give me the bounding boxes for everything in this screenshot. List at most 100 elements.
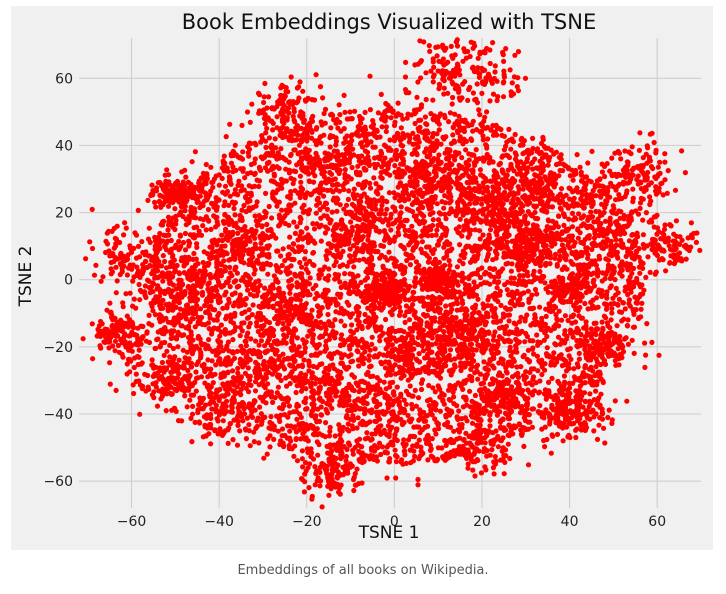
scatter-point <box>393 258 399 264</box>
scatter-point <box>319 305 325 311</box>
scatter-point <box>362 406 368 412</box>
scatter-point <box>428 453 434 459</box>
scatter-point <box>347 253 353 259</box>
scatter-point <box>318 412 325 418</box>
scatter-point <box>305 426 311 432</box>
scatter-point <box>246 401 252 407</box>
scatter-point <box>434 458 440 464</box>
scatter-point <box>196 228 202 234</box>
scatter-point <box>613 285 619 291</box>
scatter-point <box>504 338 510 344</box>
scatter-point <box>548 362 554 368</box>
scatter-point <box>222 183 229 189</box>
scatter-point <box>358 279 364 286</box>
scatter-point <box>378 252 385 258</box>
scatter-point <box>595 326 601 332</box>
scatter-point <box>165 214 172 220</box>
scatter-point <box>493 428 499 434</box>
scatter-point <box>405 111 411 117</box>
scatter-point <box>346 302 352 308</box>
scatter-point <box>286 222 292 228</box>
scatter-point <box>446 200 453 206</box>
scatter-point <box>544 333 550 340</box>
scatter-point <box>520 373 527 379</box>
scatter-point <box>410 289 416 295</box>
scatter-point <box>397 304 403 310</box>
scatter-point <box>535 342 541 348</box>
scatter-point <box>459 233 465 239</box>
scatter-point <box>381 228 388 234</box>
scatter-point <box>336 380 342 386</box>
scatter-point <box>275 150 281 156</box>
scatter-point <box>221 203 227 209</box>
scatter-point <box>305 239 311 246</box>
scatter-point <box>605 323 611 329</box>
scatter-point <box>355 163 361 169</box>
scatter-point <box>582 300 588 307</box>
scatter-point <box>302 150 308 156</box>
scatter-point <box>434 227 440 233</box>
scatter-point <box>418 448 424 454</box>
scatter-point <box>276 223 282 229</box>
scatter-point <box>547 154 553 161</box>
scatter-point <box>360 185 366 191</box>
scatter-point <box>367 202 373 208</box>
scatter-point <box>459 270 465 276</box>
scatter-point <box>306 207 313 213</box>
scatter-point <box>424 398 431 404</box>
scatter-point <box>556 308 562 314</box>
scatter-point <box>422 251 428 257</box>
scatter-point <box>175 344 181 350</box>
scatter-point <box>641 287 647 293</box>
scatter-point <box>466 276 472 282</box>
scatter-point <box>578 315 584 321</box>
scatter-point <box>277 269 283 275</box>
scatter-point <box>392 163 398 169</box>
scatter-point <box>383 128 389 135</box>
scatter-point <box>521 138 527 144</box>
scatter-point <box>312 342 318 348</box>
scatter-point <box>403 388 410 394</box>
scatter-point <box>308 446 314 452</box>
scatter-point <box>459 416 465 422</box>
scatter-point <box>393 426 400 432</box>
scatter-point <box>372 346 378 352</box>
scatter-point <box>426 154 432 160</box>
scatter-point <box>404 309 410 315</box>
scatter-point <box>581 205 587 211</box>
scatter-point <box>570 312 577 318</box>
scatter-point <box>400 116 406 122</box>
scatter-point <box>227 193 233 199</box>
scatter-point <box>275 384 281 390</box>
scatter-point <box>475 267 481 273</box>
scatter-point <box>288 263 294 269</box>
scatter-point <box>223 362 230 368</box>
scatter-point <box>248 140 254 147</box>
scatter-point <box>538 360 544 366</box>
scatter-point <box>490 159 496 165</box>
scatter-point <box>605 268 611 274</box>
scatter-point <box>375 161 381 168</box>
scatter-point <box>526 150 532 156</box>
scatter-point <box>491 279 498 285</box>
scatter-point <box>216 339 222 346</box>
scatter-point <box>346 428 352 434</box>
scatter-point <box>372 144 378 150</box>
scatter-point <box>457 258 463 264</box>
scatter-point <box>337 112 343 118</box>
scatter-point <box>232 187 238 193</box>
scatter-point <box>409 151 415 157</box>
scatter-point <box>585 255 591 261</box>
scatter-point <box>246 307 252 313</box>
scatter-point <box>246 197 252 203</box>
scatter-point <box>388 329 394 335</box>
scatter-point <box>321 174 327 180</box>
scatter-point <box>283 268 289 274</box>
scatter-point <box>261 322 267 329</box>
scatter-point <box>237 333 243 339</box>
scatter-point <box>325 311 331 318</box>
scatter-point <box>306 358 312 364</box>
scatter-point <box>504 370 510 376</box>
scatter-point <box>435 242 441 248</box>
scatter-point <box>506 126 512 132</box>
